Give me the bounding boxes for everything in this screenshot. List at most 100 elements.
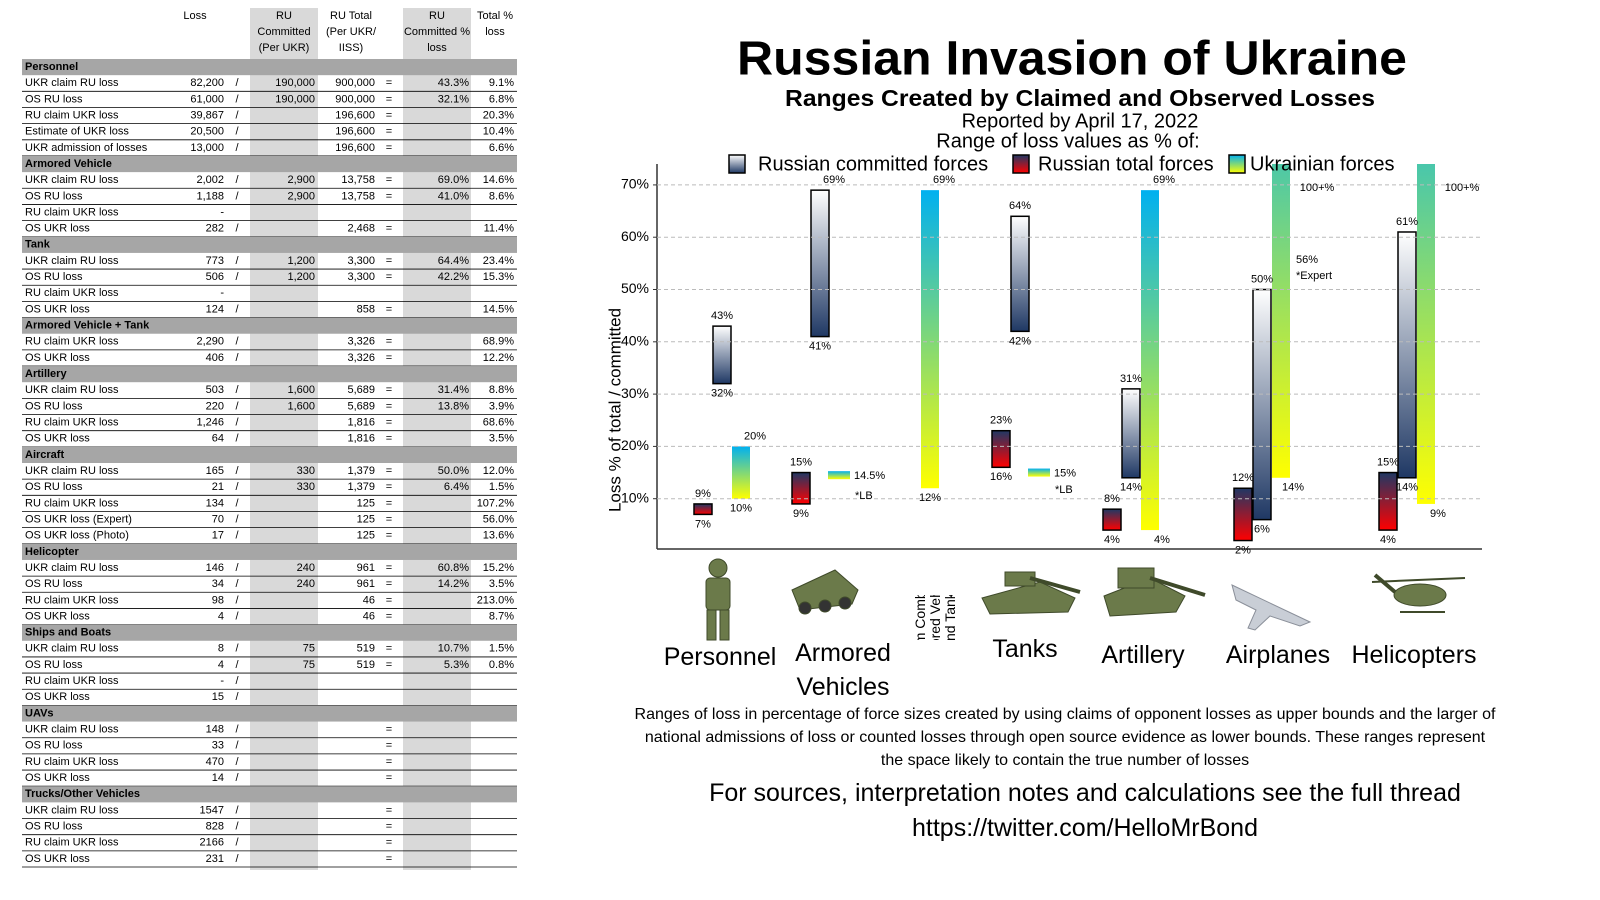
cell: 519 [357,643,375,655]
row-label: UKR claim RU loss [25,465,119,477]
cell: 70 [212,513,224,525]
cell: = [386,255,392,267]
cell: / [235,400,239,412]
value-label: 6% [1254,524,1270,536]
cell: 75 [303,643,315,655]
cell: 470 [206,756,224,768]
cell: 4 [218,659,224,671]
cell: 13,758 [341,174,375,186]
cell: = [386,837,392,849]
section-row [22,446,517,463]
annotation: 56% [1296,254,1318,266]
range-bar [732,446,750,499]
cell: / [235,223,239,235]
section-label: Trucks/Other Vehicles [25,788,140,800]
value-label: 14% [1120,482,1142,494]
row-label: UKR claim RU loss [25,804,119,816]
cell: 64.4% [438,255,469,267]
row-label: OS UKR loss (Expert) [25,513,132,525]
cell: 146 [206,562,224,574]
cell: 20,500 [190,126,224,138]
cell: = [386,821,392,833]
cell: / [235,643,239,655]
value-label: 100+% [1445,182,1480,194]
value-label: 43% [711,310,733,322]
cell: 220 [206,400,224,412]
table-header-box: RU Total (Per UKR/ IISS) [326,10,376,54]
cell: 14 [212,772,224,784]
cell: 1,188 [196,190,224,202]
value-label: 9% [695,488,711,500]
cell: 6.4% [444,481,469,493]
cell: 13,000 [190,142,224,154]
table-header: RU Committed (Per UKR) [257,10,311,54]
cell: 858 [357,303,375,315]
value-label: 32% [711,388,733,400]
cell: 107.2% [477,497,515,509]
cell: - [220,675,224,687]
cell: 46 [363,610,375,622]
x-tick-label: Armored Vehicles [795,639,891,701]
row-label: UKR admission of losses [25,142,148,154]
annotation: *LB [855,490,873,502]
range-bar [810,189,830,338]
table-header-box: Loss [183,10,206,22]
cell: 1,200 [287,255,315,267]
icons [705,558,1466,641]
soldier-icon [705,558,731,641]
range-bar [828,471,850,480]
legend-swatch [1012,154,1030,174]
row-label: RU claim UKR loss [25,497,119,509]
cell: 5,689 [347,384,375,396]
legend-label: Russian committed forces [758,153,988,175]
row-label: OS RU loss [25,93,83,105]
cell: 14.5% [483,303,514,315]
value-label: 15% [790,456,812,468]
cell: 240 [297,562,315,574]
cell: / [235,853,239,865]
y-tick-label: 20% [621,437,649,453]
section-label: Personnel [25,61,78,73]
cell: 12.2% [483,352,514,364]
cell: 41.0% [438,190,469,202]
row-label: RU claim UKR loss [25,837,119,849]
row-label: RU claim UKR loss [25,756,119,768]
url-box: https://twitter.com/HelloMrBond [912,814,1258,842]
cell: 17 [212,530,224,542]
annotation: *Expert [1296,270,1332,282]
row-label: OS RU loss [25,659,83,671]
cell: 6.8% [489,93,514,105]
cell: = [386,109,392,121]
cell: = [386,497,392,509]
cell: 1,816 [347,417,375,429]
value-label: 41% [809,340,831,352]
cell: 196,600 [335,109,375,121]
range-bar [693,503,713,516]
cell: = [386,530,392,542]
row-label: UKR claim RU loss [25,724,119,736]
cell: = [386,400,392,412]
value-label: 23% [990,415,1012,427]
cell: = [386,465,392,477]
cell: 8 [218,643,224,655]
range-bar [791,471,811,505]
section-label: Helicopter [25,546,80,558]
value-label: 31% [1120,373,1142,385]
y-tick-label: 30% [621,385,649,401]
value-label: 61% [1396,216,1418,228]
value-label: 4% [1380,534,1396,546]
value-label: 4% [1154,534,1170,546]
row-label: OS UKR loss [25,691,90,703]
cell: / [235,675,239,687]
cell: = [386,126,392,138]
cell: 1.5% [489,481,514,493]
url: https://twitter.com/HelloMrBond [912,814,1258,842]
row-label: Estimate of UKR loss [25,126,129,138]
y-tick-label: 60% [621,228,649,244]
cell: / [235,271,239,283]
cell: / [235,126,239,138]
value-label: 9% [793,508,809,520]
row-label: OS RU loss [25,481,83,493]
cell: 134 [206,497,224,509]
